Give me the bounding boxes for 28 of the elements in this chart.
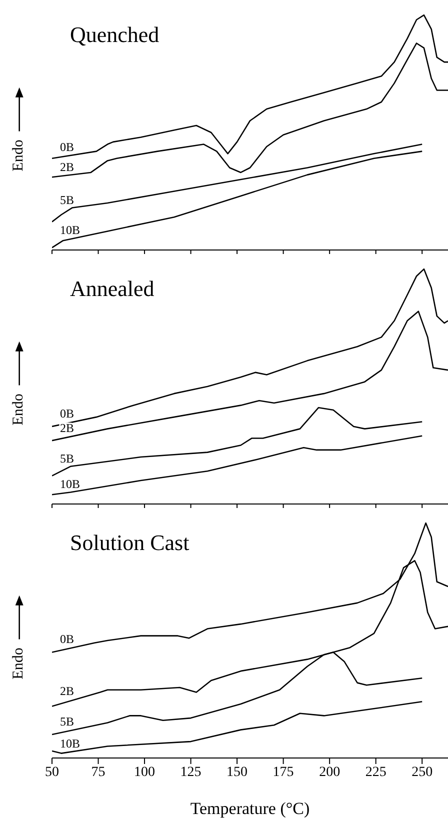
x-tick-label: 100 xyxy=(134,764,156,780)
x-axis-title: Temperature (°C) xyxy=(190,799,310,818)
y-axis-title: Endo xyxy=(10,647,28,679)
x-tick-label: 200 xyxy=(319,764,340,780)
series-label: 0B xyxy=(60,140,74,154)
chart-title: Quenched xyxy=(70,22,160,48)
series-label: 10B xyxy=(60,223,80,238)
x-tick-label: 125 xyxy=(180,764,202,780)
series-label: 0B xyxy=(60,406,74,421)
series-label: 2B xyxy=(60,420,74,435)
x-tick-label: 225 xyxy=(365,764,386,780)
series-label: 2B xyxy=(60,684,74,698)
series-label: 5B xyxy=(60,714,74,729)
series-label: 2B xyxy=(60,160,74,174)
x-tick-label: 175 xyxy=(272,764,294,780)
x-tick-label: 75 xyxy=(91,764,106,780)
x-tick-label: 150 xyxy=(226,764,248,780)
x-tick-label: 50 xyxy=(45,764,59,780)
series-label: 5B xyxy=(60,451,74,466)
y-axis-title: Endo xyxy=(10,139,28,171)
chart-title: Annealed xyxy=(70,276,154,302)
series-label: 5B xyxy=(60,192,74,207)
chart-title: Solution Cast xyxy=(70,530,190,556)
series-label: 10B xyxy=(60,476,80,491)
series-label: 10B xyxy=(60,736,80,751)
series-label: 0B xyxy=(60,632,74,646)
y-axis-title: Endo xyxy=(10,393,28,425)
x-tick-label: 250 xyxy=(412,764,433,780)
